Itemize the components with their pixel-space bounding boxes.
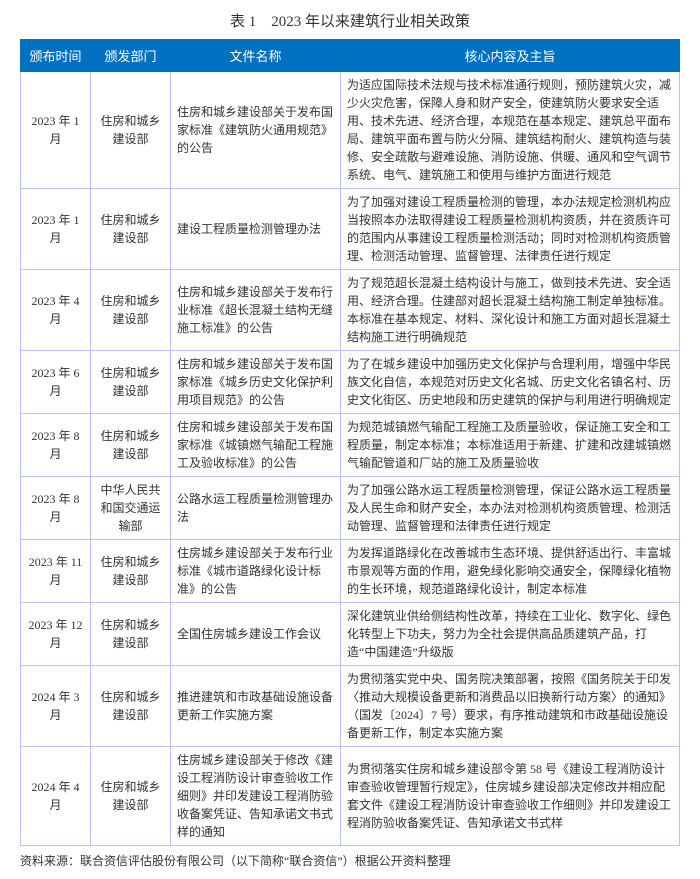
cell-content: 为了加强对建设工程质量检测的管理，本办法规定检测机构应当按照本办法取得建设工程质… bbox=[341, 189, 680, 270]
cell-dept: 住房和城乡建设部 bbox=[91, 414, 171, 477]
cell-content: 为贯彻落实住房和城乡建设部令第 58 号《建设工程消防设计审查验收管理暂行规定》… bbox=[341, 747, 680, 846]
cell-content: 深化建筑业供给侧结构性改革，持续在工业化、数字化、绿色化转型上下功夫，努力为全社… bbox=[341, 603, 680, 666]
cell-docname: 全国住房城乡建设工作会议 bbox=[171, 603, 341, 666]
table-row: 2023 年 8 月住房和城乡建设部住房和城乡建设部关于发布国家标准《城镇燃气输… bbox=[21, 414, 680, 477]
table-header-row: 颁布时间 颁发部门 文件名称 核心内容及主旨 bbox=[21, 40, 680, 72]
cell-dept: 住房和城乡建设部 bbox=[91, 72, 171, 189]
cell-date: 2024 年 3 月 bbox=[21, 666, 91, 747]
table-row: 2023 年 8 月中华人民共和国交通运输部公路水运工程质量检测管理办法为了加强… bbox=[21, 477, 680, 540]
table-row: 2024 年 3 月住房和城乡建设部推进建筑和市政基础设施设备更新工作实施方案为… bbox=[21, 666, 680, 747]
cell-date: 2023 年 6 月 bbox=[21, 351, 91, 414]
cell-docname: 住房城乡建设部关于修改《建设工程消防设计审查验收工作细则》并印发建设工程消防验收… bbox=[171, 747, 341, 846]
cell-dept: 住房和城乡建设部 bbox=[91, 540, 171, 603]
cell-date: 2023 年 11 月 bbox=[21, 540, 91, 603]
cell-date: 2023 年 1 月 bbox=[21, 189, 91, 270]
table-row: 2023 年 12 月住房和城乡建设部全国住房城乡建设工作会议深化建筑业供给侧结… bbox=[21, 603, 680, 666]
table-row: 2023 年 6 月住房和城乡建设部住房和城乡建设部关于发布国家标准《城乡历史文… bbox=[21, 351, 680, 414]
cell-content: 为了规范超长混凝土结构设计与施工，做到技术先进、安全适用、经济合理。住建部对超长… bbox=[341, 270, 680, 351]
col-header-core: 核心内容及主旨 bbox=[341, 40, 680, 72]
table-row: 2023 年 4 月住房和城乡建设部住房和城乡建设部关于发布行业标准《超长混凝土… bbox=[21, 270, 680, 351]
table-row: 2023 年 1 月住房和城乡建设部住房和城乡建设部关于发布国家标准《建筑防火通… bbox=[21, 72, 680, 189]
col-header-dept: 颁发部门 bbox=[91, 40, 171, 72]
cell-date: 2023 年 12 月 bbox=[21, 603, 91, 666]
cell-date: 2023 年 8 月 bbox=[21, 477, 91, 540]
cell-date: 2024 年 4 月 bbox=[21, 747, 91, 846]
table-row: 2024 年 4 月住房和城乡建设部住房城乡建设部关于修改《建设工程消防设计审查… bbox=[21, 747, 680, 846]
cell-date: 2023 年 1 月 bbox=[21, 72, 91, 189]
cell-docname: 推进建筑和市政基础设施设备更新工作实施方案 bbox=[171, 666, 341, 747]
table-title: 表 1 2023 年以来建筑行业相关政策 bbox=[20, 10, 680, 31]
cell-dept: 住房和城乡建设部 bbox=[91, 666, 171, 747]
cell-date: 2023 年 4 月 bbox=[21, 270, 91, 351]
cell-docname: 住房和城乡建设部关于发布国家标准《建筑防火通用规范》的公告 bbox=[171, 72, 341, 189]
cell-docname: 建设工程质量检测管理办法 bbox=[171, 189, 341, 270]
cell-docname: 公路水运工程质量检测管理办法 bbox=[171, 477, 341, 540]
cell-content: 为规范城镇燃气输配工程施工及质量验收，保证施工安全和工程质量，制定本标准；本标准… bbox=[341, 414, 680, 477]
cell-content: 为贯彻落实党中央、国务院决策部署，按照《国务院关于印发〈推动大规模设备更新和消费… bbox=[341, 666, 680, 747]
cell-content: 为适应国际技术法规与技术标准通行规则，预防建筑火灾，减少火灾危害，保障人身和财产… bbox=[341, 72, 680, 189]
cell-dept: 住房和城乡建设部 bbox=[91, 270, 171, 351]
cell-dept: 中华人民共和国交通运输部 bbox=[91, 477, 171, 540]
cell-docname: 住房城乡建设部关于发布行业标准《城市道路绿化设计标准》的公告 bbox=[171, 540, 341, 603]
cell-dept: 住房和城乡建设部 bbox=[91, 189, 171, 270]
cell-content: 为发挥道路绿化在改善城市生态环境、提供舒适出行、丰富城市景观等方面的作用，避免绿… bbox=[341, 540, 680, 603]
cell-dept: 住房和城乡建设部 bbox=[91, 747, 171, 846]
cell-dept: 住房和城乡建设部 bbox=[91, 351, 171, 414]
table-row: 2023 年 11 月住房和城乡建设部住房城乡建设部关于发布行业标准《城市道路绿… bbox=[21, 540, 680, 603]
col-header-doc: 文件名称 bbox=[171, 40, 341, 72]
col-header-date: 颁布时间 bbox=[21, 40, 91, 72]
cell-content: 为了在城乡建设中加强历史文化保护与合理利用，增强中华民族文化自信，本规范对历史文… bbox=[341, 351, 680, 414]
cell-docname: 住房和城乡建设部关于发布国家标准《城镇燃气输配工程施工及验收标准》的公告 bbox=[171, 414, 341, 477]
source-note: 资料来源：联合资信评估股份有限公司（以下简称“联合资信”）根据公开资料整理 bbox=[20, 852, 680, 869]
cell-dept: 住房和城乡建设部 bbox=[91, 603, 171, 666]
cell-docname: 住房和城乡建设部关于发布国家标准《城乡历史文化保护利用项目规范》的公告 bbox=[171, 351, 341, 414]
policy-table: 颁布时间 颁发部门 文件名称 核心内容及主旨 2023 年 1 月住房和城乡建设… bbox=[20, 39, 680, 846]
cell-content: 为了加强公路水运工程质量检测管理，保证公路水运工程质量及人民生命和财产安全，本办… bbox=[341, 477, 680, 540]
cell-date: 2023 年 8 月 bbox=[21, 414, 91, 477]
table-row: 2023 年 1 月住房和城乡建设部建设工程质量检测管理办法为了加强对建设工程质… bbox=[21, 189, 680, 270]
cell-docname: 住房和城乡建设部关于发布行业标准《超长混凝土结构无缝施工标准》的公告 bbox=[171, 270, 341, 351]
